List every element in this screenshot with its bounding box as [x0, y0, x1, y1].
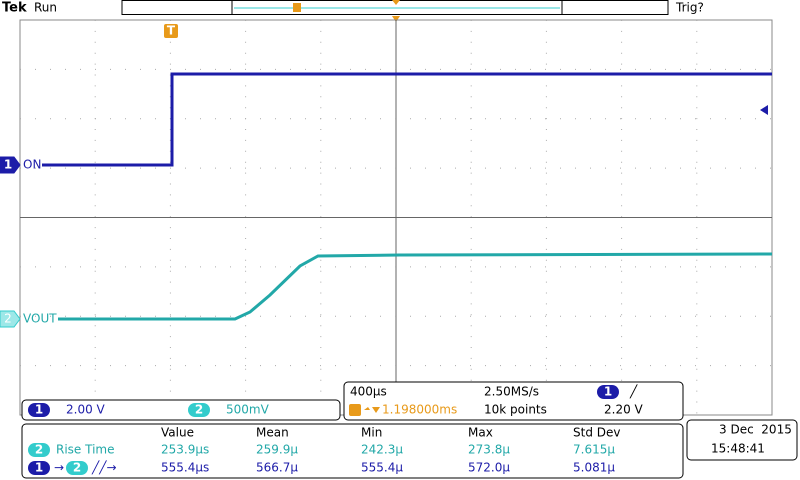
column-header: Mean [256, 426, 289, 440]
measurement-value: 5.081µ [573, 461, 615, 475]
column-header: Min [361, 426, 382, 440]
trigger-position: 1.198000ms [382, 403, 457, 417]
ch1-label: ON [23, 158, 41, 172]
meas-source-badge [28, 461, 50, 475]
time: 15:48:41 [711, 442, 765, 456]
trigger-marker-label: T [167, 24, 176, 38]
graticule [19, 19, 773, 416]
channel-settings-box [21, 399, 341, 421]
ch1-marker-label: 1 [4, 158, 12, 172]
ch2-trace [58, 252, 773, 321]
ch1-trace [42, 72, 772, 167]
trigger-marker [164, 24, 178, 38]
ch2-badge-label: 2 [195, 403, 203, 417]
trigger-channel: 1 [604, 385, 612, 399]
meas-label: Rise Time [56, 443, 115, 457]
measurement-value: 566.7µ [256, 461, 298, 475]
meas-label: ╱╱→ [91, 460, 117, 475]
ch1-scale: 2.00 V [66, 403, 106, 417]
meas-ch: 2 [35, 443, 43, 457]
meas-ch-badge [28, 443, 50, 457]
trigger-channel-badge [597, 385, 619, 399]
meas-arrow: → [54, 461, 64, 475]
meas-target-badge [66, 461, 88, 475]
ch2-marker [0, 310, 21, 328]
measurement-box [21, 423, 684, 479]
center-trigger-icon [392, 16, 400, 22]
trigger-point-icon [392, 0, 400, 5]
ch2-marker-label: 2 [4, 312, 12, 326]
measurement-value: 555.4µ [361, 461, 403, 475]
trigger-level: 2.20 V [604, 403, 644, 417]
meas-source: 1 [35, 461, 43, 475]
trigger-pos-icon [349, 404, 361, 416]
measurement-value: 7.615µ [573, 443, 615, 457]
measurement-value: 253.9µs [161, 443, 209, 457]
ch2-label: VOUT [23, 312, 57, 326]
ch1-marker [0, 156, 21, 174]
measurement-value: 242.3µ [361, 443, 403, 457]
meas-target: 2 [73, 461, 81, 475]
trigger-pos-down [372, 407, 380, 413]
ch1-badge-label: 1 [35, 403, 43, 417]
trigger-pos-arrow [364, 407, 370, 410]
sample-rate: 2.50MS/s [484, 385, 539, 399]
trigger-level-icon [760, 105, 768, 115]
trigger-slope: ╱ [629, 384, 638, 399]
column-header: Value [161, 426, 194, 440]
column-header: Std Dev [573, 426, 620, 440]
column-header: Max [468, 426, 493, 440]
trigger-status: Trig? [675, 1, 704, 15]
ch2-badge [188, 403, 210, 417]
run-status: Run [34, 1, 57, 15]
date: 3 Dec 2015 [719, 423, 792, 437]
measurement-value: 572.0µ [468, 461, 510, 475]
measurement-value: 555.4µs [161, 461, 209, 475]
brand: Tek [2, 1, 27, 16]
time-scale: 400µs [350, 385, 387, 399]
ch1-badge [28, 403, 50, 417]
measurement-value: 273.8µ [468, 443, 510, 457]
measurement-value: 259.9µ [256, 443, 298, 457]
datetime-box [686, 419, 798, 461]
ch2-scale: 500mV [226, 403, 270, 417]
measurement-table: Value Mean Min Max Std Dev 253.9µs 259.9µ 242.3… [161, 426, 620, 475]
record-trigger-icon [293, 3, 301, 12]
record-length: 10k points [484, 403, 547, 417]
